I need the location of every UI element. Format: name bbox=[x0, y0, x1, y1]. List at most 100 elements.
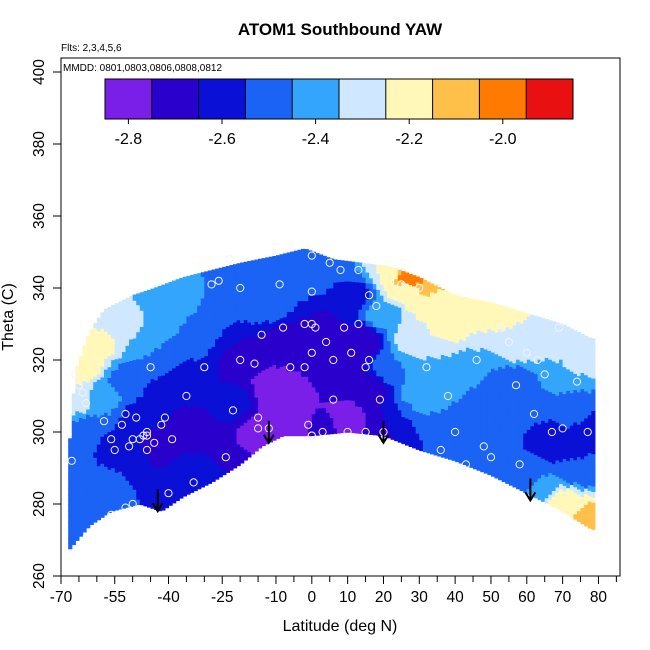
heatmap-cell bbox=[530, 436, 535, 443]
heatmap-cell bbox=[279, 301, 284, 308]
heatmap-cell bbox=[222, 328, 227, 335]
heatmap-cell bbox=[544, 427, 549, 434]
heatmap-cell bbox=[154, 320, 159, 327]
heatmap-cell bbox=[75, 491, 80, 498]
heatmap-cell bbox=[225, 326, 230, 333]
heatmap-cell bbox=[412, 361, 417, 368]
heatmap-cell bbox=[505, 396, 510, 403]
heatmap-cell bbox=[240, 295, 245, 302]
heatmap-cell bbox=[118, 395, 123, 402]
heatmap-cell bbox=[469, 413, 474, 420]
heatmap-cell bbox=[254, 283, 259, 290]
heatmap-cell bbox=[365, 385, 370, 392]
heatmap-cell bbox=[397, 296, 402, 303]
heatmap-cell bbox=[215, 284, 220, 291]
heatmap-cell bbox=[494, 326, 499, 333]
heatmap-cell bbox=[207, 375, 213, 382]
heatmap-cell bbox=[372, 380, 377, 387]
heatmap-cell bbox=[68, 473, 73, 480]
heatmap-cell bbox=[157, 316, 162, 323]
heatmap-cell bbox=[258, 285, 263, 292]
heatmap-cell bbox=[96, 325, 102, 332]
heatmap-cell bbox=[397, 361, 402, 368]
heatmap-cell bbox=[146, 474, 152, 481]
heatmap-cell bbox=[401, 362, 406, 369]
heatmap-cell bbox=[455, 342, 460, 349]
heatmap-cell bbox=[422, 413, 428, 420]
heatmap-cell bbox=[78, 525, 84, 532]
heatmap-cell bbox=[347, 410, 352, 417]
heatmap-cell bbox=[161, 466, 166, 473]
heatmap-cell bbox=[444, 420, 449, 427]
heatmap-cell bbox=[164, 313, 170, 320]
heatmap-cell bbox=[315, 253, 320, 258]
heatmap-cell bbox=[78, 411, 84, 418]
heatmap-cell bbox=[215, 441, 220, 448]
heatmap-cell bbox=[164, 388, 170, 395]
heatmap-cell bbox=[164, 480, 170, 487]
heatmap-cell bbox=[254, 369, 259, 376]
heatmap-cell bbox=[559, 386, 564, 393]
heatmap-cell bbox=[508, 366, 514, 373]
heatmap-cell bbox=[465, 309, 471, 316]
heatmap-cell bbox=[387, 270, 392, 277]
heatmap-cell bbox=[204, 366, 209, 373]
heatmap-cell bbox=[250, 399, 256, 406]
heatmap-cell bbox=[164, 442, 170, 449]
heatmap-cell bbox=[494, 445, 499, 452]
heatmap-cell bbox=[383, 430, 388, 437]
heatmap-cell bbox=[301, 392, 306, 399]
heatmap-cell bbox=[154, 412, 159, 419]
heatmap-cell bbox=[211, 357, 216, 364]
heatmap-cell bbox=[562, 496, 567, 503]
heatmap-cell bbox=[394, 343, 399, 350]
heatmap-cell bbox=[523, 324, 528, 331]
heatmap-cell bbox=[494, 369, 499, 376]
heatmap-cell bbox=[426, 387, 431, 394]
heatmap-cell bbox=[566, 326, 571, 332]
heatmap-cell bbox=[372, 315, 377, 322]
heatmap-cell bbox=[469, 429, 474, 436]
heatmap-cell bbox=[354, 308, 359, 315]
heatmap-cell bbox=[193, 404, 198, 411]
heatmap-cell bbox=[118, 341, 123, 348]
heatmap-cell bbox=[157, 364, 162, 371]
heatmap-cell bbox=[107, 339, 112, 346]
heatmap-cell bbox=[200, 481, 205, 488]
heatmap-cell bbox=[530, 420, 535, 427]
heatmap-cell bbox=[247, 424, 252, 431]
heatmap-cell bbox=[383, 409, 388, 416]
heatmap-cell bbox=[172, 308, 177, 315]
heatmap-cell bbox=[465, 379, 471, 386]
heatmap-cell bbox=[451, 406, 456, 413]
heatmap-cell bbox=[322, 407, 327, 414]
heatmap-cell bbox=[211, 281, 216, 288]
heatmap-cell bbox=[243, 416, 248, 423]
heatmap-cell bbox=[111, 305, 116, 312]
heatmap-cell bbox=[333, 276, 338, 283]
heatmap-cell bbox=[548, 386, 553, 393]
heatmap-cell bbox=[415, 379, 420, 386]
heatmap-cell bbox=[247, 300, 252, 307]
heatmap-cell bbox=[333, 368, 338, 375]
heatmap-cell bbox=[100, 339, 105, 345]
heatmap-cell bbox=[150, 324, 155, 331]
heatmap-cell bbox=[354, 411, 359, 418]
heatmap-cell bbox=[480, 428, 485, 435]
heatmap-cell bbox=[347, 297, 352, 304]
heatmap-cell bbox=[551, 495, 557, 502]
heatmap-cell bbox=[132, 294, 137, 296]
heatmap-cell bbox=[172, 448, 177, 455]
heatmap-cell bbox=[404, 288, 410, 295]
heatmap-cell bbox=[215, 268, 220, 275]
heatmap-cell bbox=[541, 371, 546, 378]
heatmap-cell bbox=[444, 360, 449, 367]
heatmap-cell bbox=[218, 363, 223, 370]
heatmap-cell bbox=[301, 419, 306, 426]
heatmap-cell bbox=[308, 381, 313, 388]
heatmap-cell bbox=[555, 454, 560, 461]
heatmap-cell bbox=[390, 282, 395, 289]
heatmap-cell bbox=[104, 309, 109, 316]
heatmap-cell bbox=[379, 332, 385, 339]
heatmap-cell bbox=[150, 335, 155, 342]
